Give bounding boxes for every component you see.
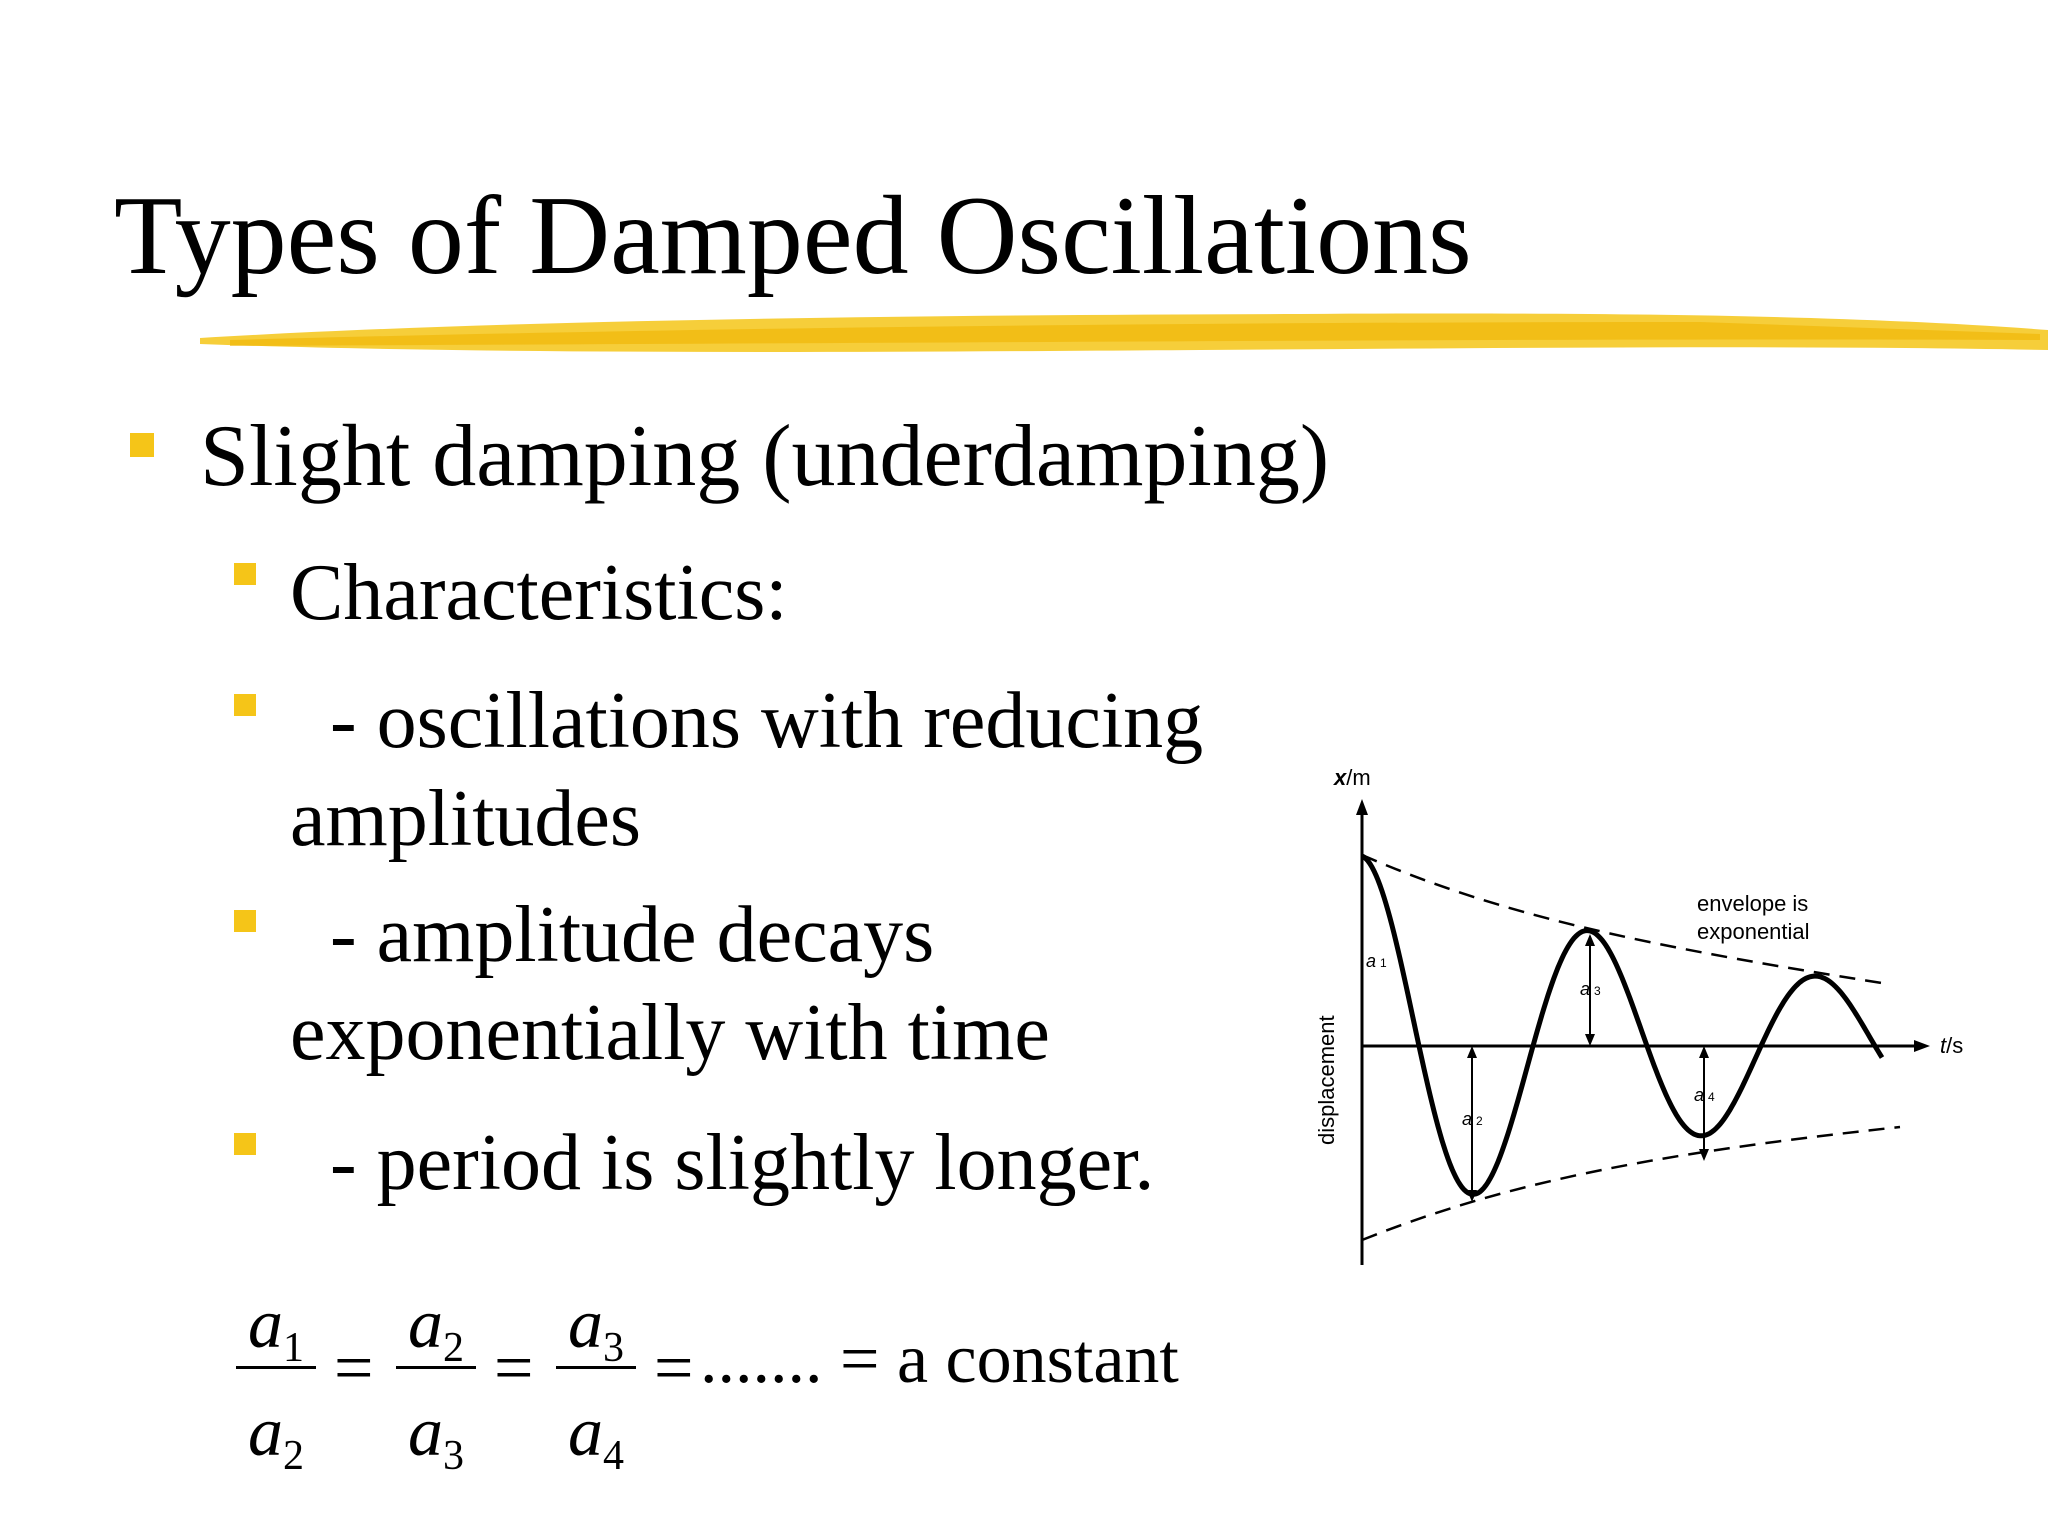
bullet-item-oscillations: - oscillations with reducing amplitudes [290,672,1290,868]
subscript: 3 [603,1325,624,1371]
subscript: 1 [283,1325,304,1371]
fraction-bar [556,1366,636,1369]
envelope-label-line1: envelope is [1697,891,1808,916]
item1-line1: - oscillations with reducing [290,677,1204,765]
item2-line2: exponentially with time [290,989,1050,1077]
damped-oscillation-graph: x/m t/s displacement envelope is exponen… [1314,765,1963,1265]
y-axis-arrow [1356,799,1368,815]
upper-envelope [1361,853,1883,985]
fraction-bar [236,1366,316,1369]
ellipsis-dots: ....... [700,1321,823,1398]
envelope-label-line2: exponential [1697,919,1810,944]
title-underline-brushstroke [200,313,2048,352]
subscript: 3 [443,1433,464,1479]
a-symbol: a [568,1286,603,1363]
lower-envelope [1361,1125,1901,1242]
bullet-marker-characteristics [234,563,256,585]
a-symbol: a [408,1286,443,1363]
bullet-item-period: - period is slightly longer. [290,1119,1155,1207]
constant-text: a constant [896,1321,1179,1398]
fraction-a1-a2: a1 [236,1290,316,1370]
amplitude-arrow-a4 [1699,1046,1709,1161]
x-axis-arrow [1914,1040,1930,1052]
fraction-numerator: a1 [236,1290,316,1370]
slide-title: Types of Damped Oscillations [114,174,1472,298]
equals-sign: = [840,1321,880,1398]
fraction-denominator: a3 [396,1398,476,1478]
a-symbol: a [408,1394,443,1471]
equals-sign: = [494,1330,534,1407]
a-symbol: a [248,1286,283,1363]
fraction-a3-a4: a3 [556,1290,636,1370]
bullet-characteristics: Characteristics: [290,549,788,637]
x-axis-label: t/s [1940,1033,1963,1058]
amplitude-arrow-a3 [1585,934,1595,1046]
oscillation-curve [1360,853,1885,1197]
a-symbol: a [568,1394,603,1471]
subscript: 4 [603,1433,624,1479]
fraction-denominator: a4 [556,1398,636,1478]
equation-tail: ....... = a constant [700,1325,1179,1395]
fraction-bar [396,1366,476,1369]
y-axis-label: x/m [1333,765,1371,790]
bullet-marker-item3 [234,1133,256,1155]
bullet-marker-level1 [130,433,154,457]
item2-line1: - amplitude decays [290,891,935,979]
displacement-label: displacement [1314,1015,1339,1145]
item1-line2: amplitudes [290,775,642,863]
equals-sign: = [334,1330,374,1407]
fraction-a2-a3: a2 [396,1290,476,1370]
bullet-marker-item2 [234,910,256,932]
equals-sign: = [654,1330,694,1407]
amplitude-arrow-a2 [1467,1046,1477,1202]
subscript: 2 [283,1433,304,1479]
bullet-marker-item1 [234,694,256,716]
bullet-slight-damping: Slight damping (underdamping) [200,408,1330,505]
a-symbol: a [248,1394,283,1471]
fraction-denominator: a2 [236,1398,316,1478]
bullet-item-decay: - amplitude decays exponentially with ti… [290,886,1290,1082]
subscript: 2 [443,1325,464,1371]
